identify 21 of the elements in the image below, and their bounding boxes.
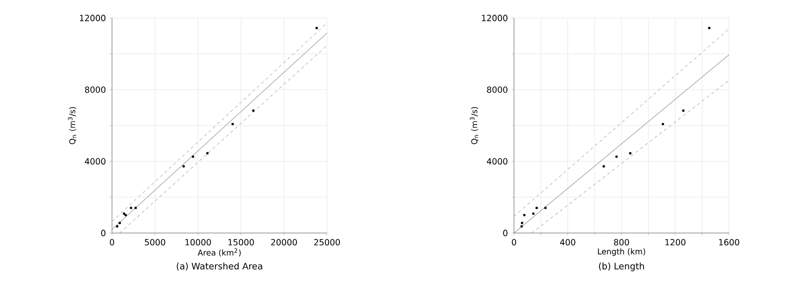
y-tick-label: 8000 — [487, 86, 508, 93]
y-tick-label: 12000 — [80, 14, 106, 22]
x-tick-label: 800 — [614, 239, 630, 246]
x-tick-label: 0 — [110, 239, 114, 246]
x-tick-label: 1600 — [719, 239, 740, 246]
text: (b) Length — [599, 262, 644, 272]
y-tick-label: 8000 — [85, 86, 106, 93]
x-tick-label: 25000 — [314, 239, 340, 246]
x-tick-label: 15000 — [228, 239, 254, 246]
x-tick-label: 5000 — [144, 239, 166, 246]
y-tick-label: 4000 — [84, 158, 106, 165]
y-tick-label: 0 — [503, 230, 508, 236]
x-tick-label: 400 — [560, 239, 576, 246]
y-tick-label: 0 — [101, 230, 106, 236]
x-tick-label: 0 — [512, 239, 516, 246]
y-tick-label: 12000 — [482, 14, 508, 22]
x-tick-label: 10000 — [185, 239, 211, 246]
x-tick-label: 1200 — [665, 239, 686, 246]
text: (a) Watershed Area — [176, 262, 262, 271]
x-tick-label: 20000 — [271, 239, 297, 246]
y-tick-label: 4000 — [486, 158, 508, 165]
